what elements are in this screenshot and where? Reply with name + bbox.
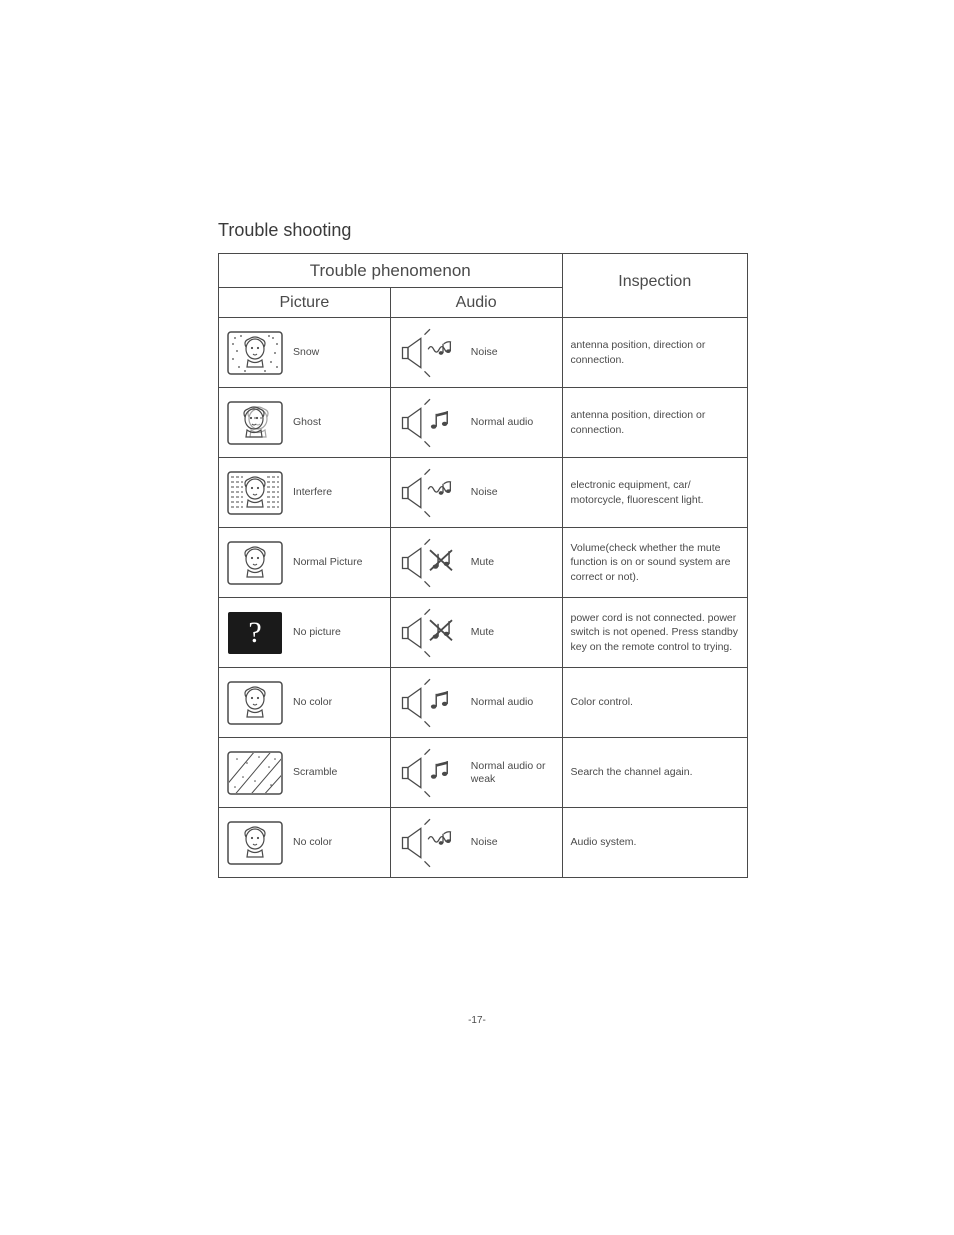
table-row: No color Normal audio Color control. [219,668,748,738]
header-picture: Picture [219,288,391,318]
picture-label: Normal Picture [293,556,362,569]
audio-label: Mute [471,556,494,569]
inspection-text: Search the channel again. [571,765,740,779]
picture-cell: Interfere [219,458,391,528]
inspection-text: Audio system. [571,835,740,849]
inspection-text: power cord is not connected. power switc… [571,611,740,654]
picture-cell: Snow [219,318,391,388]
speaker-music-icon [397,677,463,729]
audio-cell: Noise [390,458,562,528]
speaker-mute-icon [397,537,463,589]
picture-cell: Ghost [219,388,391,458]
tv-black-q-icon [225,609,285,657]
tv-diag-icon [225,749,285,797]
speaker-music-icon [397,747,463,799]
picture-cell: Normal Picture [219,528,391,598]
inspection-cell: power cord is not connected. power switc… [562,598,748,668]
inspection-text: Volume(check whether the mute function i… [571,541,740,584]
audio-label: Noise [471,836,498,849]
picture-cell: No picture [219,598,391,668]
audio-label: Normal audio or weak [471,760,556,785]
inspection-cell: antenna position, direction or connectio… [562,318,748,388]
page-number: -17- [0,1015,954,1026]
table-row: Snow Noise antenna position, direction or … [219,318,748,388]
picture-label: Scramble [293,766,337,779]
table-row: Scramble Normal audio or weak Search the c… [219,738,748,808]
header-audio: Audio [390,288,562,318]
speaker-noise-icon [397,327,463,379]
audio-label: Noise [471,346,498,359]
tv-face-lines-icon [225,469,285,517]
speaker-noise-icon [397,467,463,519]
picture-label: Interfere [293,486,332,499]
troubleshooting-page: Trouble shooting Trouble phenomenon Insp… [218,220,748,878]
tv-face-snow-icon [225,329,285,377]
picture-cell: No color [219,668,391,738]
speaker-music-icon [397,397,463,449]
inspection-cell: Search the channel again. [562,738,748,808]
picture-label: Ghost [293,416,321,429]
table-row: No color Noise Audio system. [219,808,748,878]
inspection-text: Color control. [571,695,740,709]
speaker-mute-icon [397,607,463,659]
inspection-text: antenna position, direction or connectio… [571,338,740,366]
inspection-cell: electronic equipment, car/ motorcycle, f… [562,458,748,528]
picture-label: Snow [293,346,319,359]
audio-cell: Mute [390,528,562,598]
tv-face-icon [225,679,285,727]
audio-cell: Normal audio [390,388,562,458]
inspection-text: antenna position, direction or connectio… [571,408,740,436]
inspection-cell: Volume(check whether the mute function i… [562,528,748,598]
audio-label: Normal audio [471,696,533,709]
picture-cell: Scramble [219,738,391,808]
audio-cell: Normal audio [390,668,562,738]
speaker-noise-icon [397,817,463,869]
picture-cell: No color [219,808,391,878]
audio-cell: Noise [390,808,562,878]
picture-label: No picture [293,626,341,639]
table-row: No picture Mute power cord is not connecte… [219,598,748,668]
header-trouble-phenomenon: Trouble phenomenon [219,254,563,288]
inspection-cell: antenna position, direction or connectio… [562,388,748,458]
audio-label: Mute [471,626,494,639]
picture-label: No color [293,836,332,849]
table-row: Interfere Noise electronic equipment, car/… [219,458,748,528]
inspection-cell: Color control. [562,668,748,738]
audio-label: Normal audio [471,416,533,429]
tv-face-ghost-icon [225,399,285,447]
troubleshooting-table: Trouble phenomenon Inspection Picture Au… [218,253,748,878]
audio-label: Noise [471,486,498,499]
tv-face-icon [225,539,285,587]
tv-face-icon [225,819,285,867]
table-row: Ghost Normal audio antenna position, direc… [219,388,748,458]
audio-cell: Normal audio or weak [390,738,562,808]
table-row: Normal Picture Mute Volume(check whether t… [219,528,748,598]
audio-cell: Noise [390,318,562,388]
audio-cell: Mute [390,598,562,668]
header-inspection: Inspection [562,254,748,318]
page-title: Trouble shooting [218,220,748,241]
inspection-cell: Audio system. [562,808,748,878]
inspection-text: electronic equipment, car/ motorcycle, f… [571,478,740,506]
picture-label: No color [293,696,332,709]
